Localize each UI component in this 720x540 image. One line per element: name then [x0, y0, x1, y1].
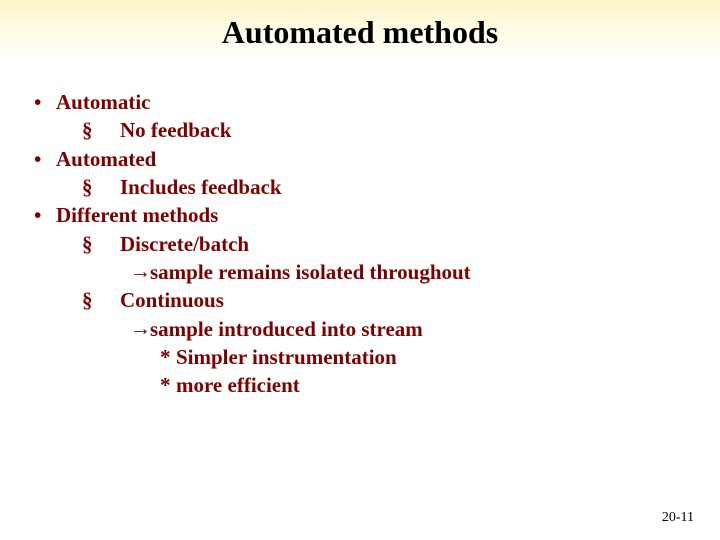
- bullet-level3: sample remains isolated throughout: [34, 258, 686, 286]
- bullet-level2: Continuous: [34, 286, 686, 314]
- title-band: Automated methods: [0, 0, 720, 64]
- bullet-level1: Automated: [34, 145, 686, 173]
- slide-title: Automated methods: [222, 14, 498, 51]
- bullet-level2: Includes feedback: [34, 173, 686, 201]
- slide-body: Automatic No feedback Automated Includes…: [0, 64, 720, 400]
- page-number: 20-11: [662, 510, 694, 526]
- slide: Automated methods Automatic No feedback …: [0, 0, 720, 540]
- bullet-level4: Simpler instrumentation: [34, 343, 686, 371]
- bullet-level2: No feedback: [34, 116, 686, 144]
- bullet-level4: more efficient: [34, 371, 686, 399]
- bullet-level1: Different methods: [34, 201, 686, 229]
- bullet-level1: Automatic: [34, 88, 686, 116]
- bullet-level2: Discrete/batch: [34, 230, 686, 258]
- bullet-level3: sample introduced into stream: [34, 315, 686, 343]
